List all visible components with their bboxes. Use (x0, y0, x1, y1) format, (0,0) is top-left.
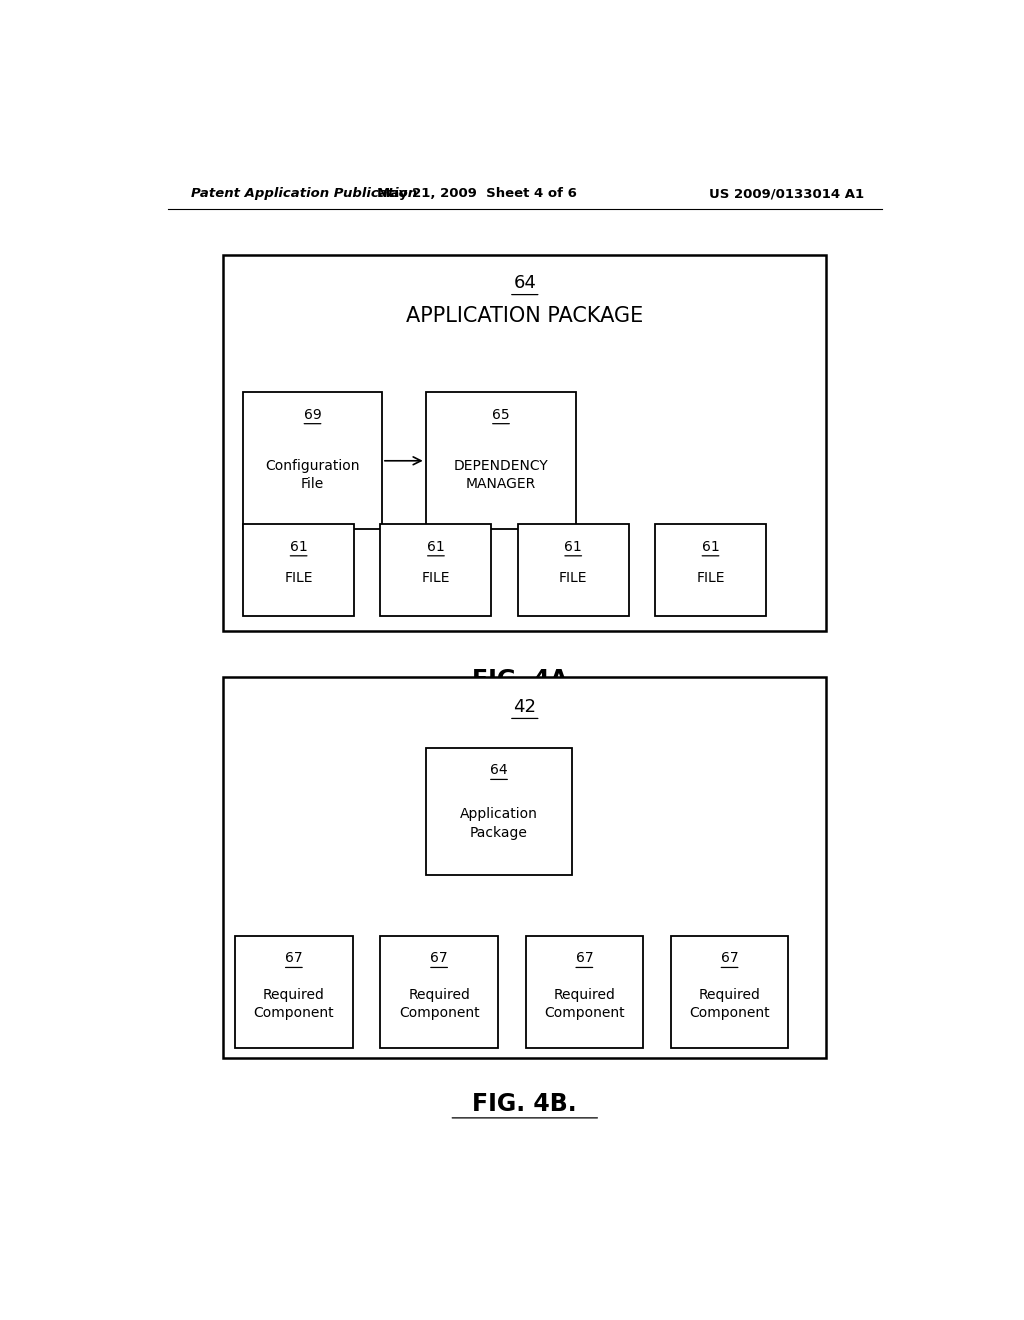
FancyBboxPatch shape (426, 392, 577, 529)
FancyBboxPatch shape (243, 524, 354, 615)
FancyBboxPatch shape (655, 524, 766, 615)
FancyBboxPatch shape (671, 936, 788, 1048)
FancyBboxPatch shape (518, 524, 629, 615)
Text: May 21, 2009  Sheet 4 of 6: May 21, 2009 Sheet 4 of 6 (377, 187, 578, 201)
Text: 61: 61 (427, 540, 444, 553)
FancyBboxPatch shape (223, 255, 826, 631)
FancyBboxPatch shape (380, 524, 492, 615)
Text: DEPENDENCY
MANAGER: DEPENDENCY MANAGER (454, 459, 549, 491)
Text: 64: 64 (513, 275, 537, 293)
Text: 42: 42 (513, 698, 537, 717)
Text: 67: 67 (575, 952, 593, 965)
Text: 67: 67 (285, 952, 303, 965)
Text: Required
Component: Required Component (689, 987, 770, 1020)
FancyBboxPatch shape (525, 936, 643, 1048)
Text: FILE: FILE (422, 572, 451, 585)
Text: FILE: FILE (559, 572, 588, 585)
Text: 65: 65 (493, 408, 510, 421)
Text: 61: 61 (564, 540, 582, 553)
FancyBboxPatch shape (236, 936, 352, 1048)
FancyBboxPatch shape (380, 936, 498, 1048)
Text: FILE: FILE (285, 572, 313, 585)
Text: 64: 64 (490, 763, 508, 777)
Text: APPLICATION PACKAGE: APPLICATION PACKAGE (407, 306, 643, 326)
Text: Application
Package: Application Package (460, 808, 538, 840)
FancyBboxPatch shape (223, 677, 826, 1057)
Text: US 2009/0133014 A1: US 2009/0133014 A1 (710, 187, 864, 201)
Text: Patent Application Publication: Patent Application Publication (191, 187, 418, 201)
Text: FIG. 4A.: FIG. 4A. (472, 668, 578, 692)
Text: Configuration
File: Configuration File (265, 459, 359, 491)
Text: 67: 67 (430, 952, 447, 965)
Text: 69: 69 (304, 408, 322, 421)
FancyBboxPatch shape (426, 748, 572, 875)
Text: Required
Component: Required Component (254, 987, 334, 1020)
Text: Required
Component: Required Component (544, 987, 625, 1020)
FancyBboxPatch shape (243, 392, 382, 529)
Text: FILE: FILE (696, 572, 725, 585)
Text: Required
Component: Required Component (398, 987, 479, 1020)
Text: 61: 61 (701, 540, 720, 553)
Text: 67: 67 (721, 952, 738, 965)
Text: 61: 61 (290, 540, 307, 553)
Text: FIG. 4B.: FIG. 4B. (472, 1092, 578, 1115)
